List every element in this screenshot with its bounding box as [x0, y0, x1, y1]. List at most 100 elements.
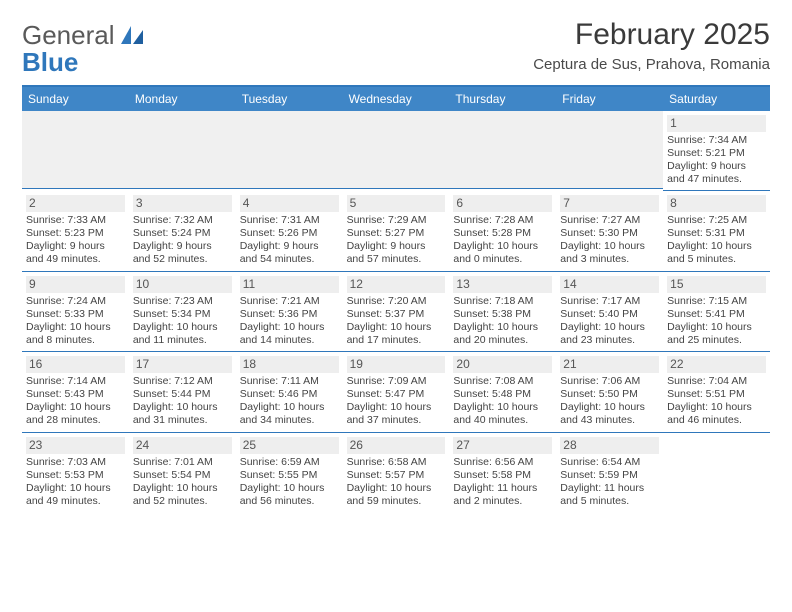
daylight-text-1: Daylight: 10 hours	[26, 401, 125, 414]
day-cell: 28Sunrise: 6:54 AMSunset: 5:59 PMDayligh…	[556, 433, 663, 513]
daylight-text-1: Daylight: 10 hours	[133, 321, 232, 334]
daylight-text-2: and 31 minutes.	[133, 414, 232, 427]
daylight-text-1: Daylight: 9 hours	[240, 240, 339, 253]
day-number: 23	[26, 437, 125, 454]
sunrise-text: Sunrise: 6:59 AM	[240, 456, 339, 469]
dow-header: Monday	[129, 87, 236, 111]
sunset-text: Sunset: 5:34 PM	[133, 308, 232, 321]
day-number: 6	[453, 195, 552, 212]
sunset-text: Sunset: 5:46 PM	[240, 388, 339, 401]
daylight-text-2: and 14 minutes.	[240, 334, 339, 347]
dow-header: Thursday	[449, 87, 556, 111]
daylight-text-2: and 5 minutes.	[667, 253, 766, 266]
daylight-text-2: and 23 minutes.	[560, 334, 659, 347]
sunrise-text: Sunrise: 7:11 AM	[240, 375, 339, 388]
brand-text: General Blue	[22, 22, 147, 77]
day-number: 9	[26, 276, 125, 293]
daylight-text-2: and 37 minutes.	[347, 414, 446, 427]
day-number: 26	[347, 437, 446, 454]
daylight-text-1: Daylight: 10 hours	[26, 482, 125, 495]
dow-header: Sunday	[22, 87, 129, 111]
sunrise-text: Sunrise: 7:17 AM	[560, 295, 659, 308]
daylight-text-1: Daylight: 10 hours	[453, 321, 552, 334]
day-number: 28	[560, 437, 659, 454]
daylight-text-1: Daylight: 10 hours	[453, 401, 552, 414]
sunrise-text: Sunrise: 7:04 AM	[667, 375, 766, 388]
daylight-text-1: Daylight: 10 hours	[667, 321, 766, 334]
daylight-text-1: Daylight: 11 hours	[560, 482, 659, 495]
empty-cell	[663, 433, 770, 513]
sunrise-text: Sunrise: 7:14 AM	[26, 375, 125, 388]
day-number: 14	[560, 276, 659, 293]
day-number: 15	[667, 276, 766, 293]
sunrise-text: Sunrise: 7:28 AM	[453, 214, 552, 227]
sunset-text: Sunset: 5:21 PM	[667, 147, 766, 160]
daylight-text-2: and 47 minutes.	[667, 173, 766, 186]
day-cell: 2Sunrise: 7:33 AMSunset: 5:23 PMDaylight…	[22, 191, 129, 272]
day-cell: 8Sunrise: 7:25 AMSunset: 5:31 PMDaylight…	[663, 191, 770, 272]
daylight-text-1: Daylight: 10 hours	[240, 321, 339, 334]
dow-header: Tuesday	[236, 87, 343, 111]
day-number: 10	[133, 276, 232, 293]
daylight-text-1: Daylight: 10 hours	[560, 401, 659, 414]
day-cell: 3Sunrise: 7:32 AMSunset: 5:24 PMDaylight…	[129, 191, 236, 272]
daylight-text-1: Daylight: 10 hours	[347, 401, 446, 414]
header: General Blue February 2025 Ceptura de Su…	[22, 18, 770, 77]
daylight-text-2: and 49 minutes.	[26, 253, 125, 266]
daylight-text-1: Daylight: 9 hours	[667, 160, 766, 173]
sunset-text: Sunset: 5:50 PM	[560, 388, 659, 401]
day-cell: 1Sunrise: 7:34 AMSunset: 5:21 PMDaylight…	[663, 111, 770, 192]
day-number: 7	[560, 195, 659, 212]
daylight-text-1: Daylight: 10 hours	[240, 401, 339, 414]
daylight-text-1: Daylight: 10 hours	[26, 321, 125, 334]
daylight-text-2: and 28 minutes.	[26, 414, 125, 427]
day-number: 13	[453, 276, 552, 293]
brand-word1: General	[22, 20, 115, 50]
sunrise-text: Sunrise: 7:25 AM	[667, 214, 766, 227]
day-number: 18	[240, 356, 339, 373]
brand-word2: Blue	[22, 47, 78, 77]
day-cell: 15Sunrise: 7:15 AMSunset: 5:41 PMDayligh…	[663, 272, 770, 353]
sunset-text: Sunset: 5:47 PM	[347, 388, 446, 401]
empty-leading-cells	[22, 111, 663, 189]
sunset-text: Sunset: 5:48 PM	[453, 388, 552, 401]
sunset-text: Sunset: 5:59 PM	[560, 469, 659, 482]
day-number: 2	[26, 195, 125, 212]
sunrise-text: Sunrise: 7:24 AM	[26, 295, 125, 308]
sunset-text: Sunset: 5:55 PM	[240, 469, 339, 482]
day-cell: 26Sunrise: 6:58 AMSunset: 5:57 PMDayligh…	[343, 433, 450, 513]
daylight-text-2: and 54 minutes.	[240, 253, 339, 266]
daylight-text-2: and 3 minutes.	[560, 253, 659, 266]
sunrise-text: Sunrise: 7:18 AM	[453, 295, 552, 308]
day-cell: 5Sunrise: 7:29 AMSunset: 5:27 PMDaylight…	[343, 191, 450, 272]
daylight-text-1: Daylight: 10 hours	[453, 240, 552, 253]
daylight-text-1: Daylight: 11 hours	[453, 482, 552, 495]
day-cell: 27Sunrise: 6:56 AMSunset: 5:58 PMDayligh…	[449, 433, 556, 513]
sunrise-text: Sunrise: 7:12 AM	[133, 375, 232, 388]
daylight-text-1: Daylight: 10 hours	[347, 482, 446, 495]
day-number: 17	[133, 356, 232, 373]
daylight-text-2: and 0 minutes.	[453, 253, 552, 266]
day-cell: 10Sunrise: 7:23 AMSunset: 5:34 PMDayligh…	[129, 272, 236, 353]
day-cell: 21Sunrise: 7:06 AMSunset: 5:50 PMDayligh…	[556, 352, 663, 433]
dow-header: Friday	[556, 87, 663, 111]
sunset-text: Sunset: 5:23 PM	[26, 227, 125, 240]
sunset-text: Sunset: 5:53 PM	[26, 469, 125, 482]
sunrise-text: Sunrise: 7:32 AM	[133, 214, 232, 227]
daylight-text-2: and 5 minutes.	[560, 495, 659, 508]
daylight-text-2: and 57 minutes.	[347, 253, 446, 266]
brand-logo: General Blue	[22, 18, 147, 77]
day-cell: 6Sunrise: 7:28 AMSunset: 5:28 PMDaylight…	[449, 191, 556, 272]
dow-header: Wednesday	[343, 87, 450, 111]
daylight-text-2: and 8 minutes.	[26, 334, 125, 347]
daylight-text-2: and 43 minutes.	[560, 414, 659, 427]
day-cell: 17Sunrise: 7:12 AMSunset: 5:44 PMDayligh…	[129, 352, 236, 433]
sunset-text: Sunset: 5:36 PM	[240, 308, 339, 321]
daylight-text-1: Daylight: 10 hours	[560, 321, 659, 334]
daylight-text-2: and 46 minutes.	[667, 414, 766, 427]
daylight-text-1: Daylight: 9 hours	[347, 240, 446, 253]
sunrise-text: Sunrise: 7:31 AM	[240, 214, 339, 227]
title-block: February 2025 Ceptura de Sus, Prahova, R…	[533, 18, 770, 73]
daylight-text-2: and 17 minutes.	[347, 334, 446, 347]
sunrise-text: Sunrise: 7:34 AM	[667, 134, 766, 147]
